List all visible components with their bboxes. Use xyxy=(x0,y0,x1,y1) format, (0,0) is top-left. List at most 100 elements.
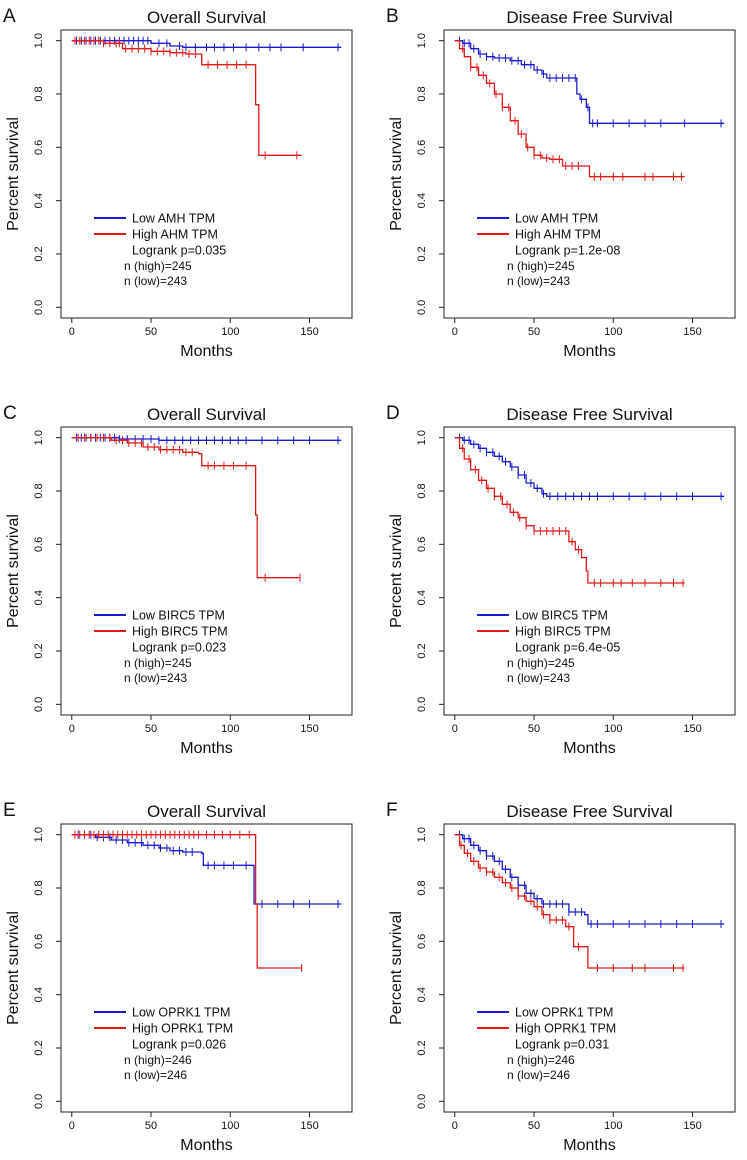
legend-label-low: Low AMH TPM xyxy=(132,212,215,226)
survival-curve-high xyxy=(454,40,685,178)
x-tick-label: 150 xyxy=(683,326,701,338)
legend-n-low: n (low)=243 xyxy=(124,671,187,685)
legend-n-low: n (low)=243 xyxy=(507,671,570,685)
y-tick-label: 0.8 xyxy=(416,880,428,895)
x-tick-label: 150 xyxy=(300,1120,318,1132)
km-panel-C: C Overall Survival 0 50 100 150 0.0 0.2 0.4 0.6 0.… xyxy=(3,403,353,757)
panel-letter: D xyxy=(386,403,400,424)
survival-curve-high xyxy=(71,437,301,579)
y-axis-label: Percent survival xyxy=(5,117,22,231)
y-tick-label: 0.2 xyxy=(33,246,45,261)
y-tick-label: 0.8 xyxy=(33,483,45,498)
y-tick-label: 0.4 xyxy=(33,193,45,208)
panel-letter: A xyxy=(3,6,16,27)
y-tick-label: 0.6 xyxy=(416,934,428,949)
y-tick-label: 0.6 xyxy=(416,537,428,552)
legend-n-high: n (high)=245 xyxy=(507,656,575,670)
x-tick-label: 100 xyxy=(221,723,239,735)
y-tick-label: 0.8 xyxy=(33,86,45,101)
x-tick-label: 50 xyxy=(528,1120,540,1132)
x-tick-label: 150 xyxy=(683,1120,701,1132)
y-tick-label: 0.0 xyxy=(416,300,428,315)
y-tick-label: 0.8 xyxy=(33,880,45,895)
x-tick-label: 0 xyxy=(452,723,458,735)
survival-curve-high xyxy=(71,40,302,156)
legend-label-high: High BIRC5 TPM xyxy=(132,625,228,639)
x-axis-label: Months xyxy=(563,1137,615,1154)
plot-title: Overall Survival xyxy=(147,802,266,821)
survival-curve-high xyxy=(454,834,685,969)
legend-n-high: n (high)=246 xyxy=(507,1053,575,1067)
legend-logrank: Logrank p=0.035 xyxy=(132,244,226,258)
km-panel-E: E Overall Survival 0 50 100 150 0.0 0.2 0.4 0.6 0.… xyxy=(3,800,353,1154)
legend-label-high: High OPRK1 TPM xyxy=(132,1022,233,1036)
legend-label-low: Low OPRK1 TPM xyxy=(132,1006,230,1020)
x-tick-label: 100 xyxy=(604,723,622,735)
legend-logrank: Logrank p=1.2e-08 xyxy=(515,244,620,258)
x-axis-label: Months xyxy=(563,740,615,757)
plot-title: Overall Survival xyxy=(147,8,266,27)
y-tick-label: 0.6 xyxy=(33,140,45,155)
plot-frame xyxy=(60,823,353,1113)
x-axis-label: Months xyxy=(180,343,232,360)
y-tick-label: 1.0 xyxy=(416,827,428,842)
plot-frame xyxy=(443,426,736,716)
legend-n-low: n (low)=246 xyxy=(124,1068,187,1082)
y-tick-label: 0.2 xyxy=(416,643,428,658)
x-axis-label: Months xyxy=(180,740,232,757)
x-tick-label: 50 xyxy=(528,326,540,338)
plot-frame xyxy=(60,29,353,319)
x-tick-label: 100 xyxy=(604,1120,622,1132)
y-tick-label: 0.6 xyxy=(416,140,428,155)
plot-title: Overall Survival xyxy=(147,405,266,424)
y-tick-label: 0.4 xyxy=(33,590,45,605)
survival-curve-high xyxy=(71,834,302,969)
legend-label-high: High AHM TPM xyxy=(132,228,218,242)
y-tick-label: 0.4 xyxy=(33,987,45,1002)
legend-n-high: n (high)=245 xyxy=(124,259,192,273)
legend-label-low: Low BIRC5 TPM xyxy=(515,609,608,623)
y-tick-label: 1.0 xyxy=(33,827,45,842)
y-tick-label: 0.2 xyxy=(33,643,45,658)
y-tick-label: 0.0 xyxy=(33,300,45,315)
x-axis-label: Months xyxy=(180,1137,232,1154)
legend-n-high: n (high)=245 xyxy=(507,259,575,273)
legend-label-high: High OPRK1 TPM xyxy=(515,1022,616,1036)
y-axis-label: Percent survival xyxy=(388,117,405,231)
legend-label-low: Low BIRC5 TPM xyxy=(132,609,225,623)
survival-curve-low xyxy=(454,40,725,124)
legend-n-high: n (high)=245 xyxy=(124,656,192,670)
plot-frame xyxy=(443,823,736,1113)
legend-logrank: Logrank p=0.023 xyxy=(132,641,226,655)
survival-curve-low xyxy=(454,437,725,497)
plot-frame xyxy=(443,29,736,319)
legend-label-high: High AHM TPM xyxy=(515,228,601,242)
x-tick-label: 0 xyxy=(69,326,75,338)
y-tick-label: 0.4 xyxy=(416,987,428,1002)
x-tick-label: 50 xyxy=(145,1120,157,1132)
panel-letter: F xyxy=(386,800,398,821)
x-tick-label: 0 xyxy=(69,1120,75,1132)
survival-curve-low xyxy=(71,40,342,48)
legend-label-low: Low OPRK1 TPM xyxy=(515,1006,613,1020)
legend-logrank: Logrank p=0.026 xyxy=(132,1038,226,1052)
km-panel-A: A Overall Survival 0 50 100 150 0.0 0.2 0.4 0.6 0.… xyxy=(3,6,353,360)
x-tick-label: 150 xyxy=(300,326,318,338)
y-tick-label: 0.0 xyxy=(33,697,45,712)
km-panel-D: D Disease Free Survival 0 50 100 150 0.0 0.2 0.4… xyxy=(386,403,736,757)
x-tick-label: 100 xyxy=(221,1120,239,1132)
y-tick-label: 1.0 xyxy=(33,430,45,445)
legend-logrank: Logrank p=0.031 xyxy=(515,1038,609,1052)
y-tick-label: 0.2 xyxy=(33,1040,45,1055)
y-axis-label: Percent survival xyxy=(5,911,22,1025)
y-tick-label: 1.0 xyxy=(416,430,428,445)
x-tick-label: 150 xyxy=(683,723,701,735)
plot-title: Disease Free Survival xyxy=(506,405,672,424)
x-tick-label: 150 xyxy=(300,723,318,735)
km-panel-B: B Disease Free Survival 0 50 100 150 0.0 0.2 0.4… xyxy=(386,6,736,360)
legend-n-low: n (low)=243 xyxy=(124,274,187,288)
y-axis-label: Percent survival xyxy=(388,514,405,628)
y-axis-label: Percent survival xyxy=(5,514,22,628)
x-tick-label: 100 xyxy=(604,326,622,338)
